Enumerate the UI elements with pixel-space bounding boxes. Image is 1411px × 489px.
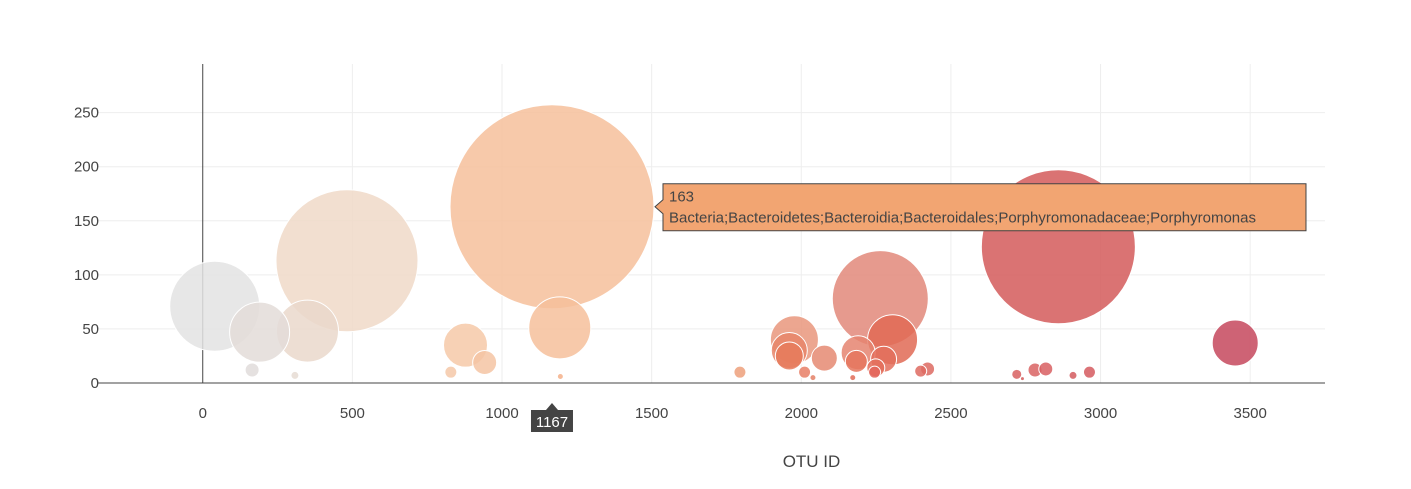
bubble-point[interactable] xyxy=(914,364,928,378)
spike-value: 1167 xyxy=(536,414,568,431)
bubble-point[interactable] xyxy=(444,365,458,379)
bubble-point[interactable] xyxy=(844,349,868,373)
bubble-point[interactable] xyxy=(449,104,655,310)
y-tick-label: 100 xyxy=(74,267,99,284)
bubble-point[interactable] xyxy=(290,370,300,380)
y-tick-label: 250 xyxy=(74,105,99,122)
x-tick-label: 1000 xyxy=(485,405,518,422)
bubble-point[interactable] xyxy=(798,365,812,379)
bubble-point[interactable] xyxy=(809,374,817,382)
hover-value: 163 xyxy=(669,189,694,206)
bubble-point[interactable] xyxy=(244,362,260,378)
bubble-point[interactable] xyxy=(1082,365,1096,379)
x-tick-label: 500 xyxy=(340,405,365,422)
bubble-point[interactable] xyxy=(1011,368,1023,380)
x-spike-label: 1167 xyxy=(530,403,573,432)
bubble-point[interactable] xyxy=(528,296,592,360)
hover-box xyxy=(654,183,1307,232)
x-tick-label: 0 xyxy=(199,405,207,422)
x-tick-label: 3500 xyxy=(1233,405,1266,422)
y-tick-label: 0 xyxy=(91,375,99,392)
bubble-point[interactable] xyxy=(556,373,564,381)
bubble-point[interactable] xyxy=(733,365,747,379)
x-tick-label: 3000 xyxy=(1084,405,1117,422)
bubble-point[interactable] xyxy=(229,301,291,363)
bubble-point[interactable] xyxy=(1068,370,1078,380)
bubble-point[interactable] xyxy=(275,189,419,333)
bubble-point[interactable] xyxy=(472,349,498,375)
y-tick-label: 50 xyxy=(82,321,99,338)
x-tick-label: 1500 xyxy=(635,405,668,422)
bubble-point[interactable] xyxy=(1211,319,1259,367)
bubble-point[interactable] xyxy=(849,374,857,382)
bubble-point[interactable] xyxy=(1038,361,1054,377)
y-tick-label: 150 xyxy=(74,213,99,230)
bubble-point[interactable] xyxy=(774,341,804,371)
bubbles-layer[interactable] xyxy=(169,104,1259,382)
bubble-point[interactable] xyxy=(868,365,882,379)
x-tick-label: 2500 xyxy=(934,405,967,422)
tick-labels: 0 500 1000 1500 2000 2500 3000 3500 0 50 100 150 200… xyxy=(74,105,1267,422)
spike-box xyxy=(530,403,573,432)
y-tick-label: 200 xyxy=(74,159,99,176)
bubble-point[interactable] xyxy=(810,344,838,372)
bubble-point[interactable] xyxy=(1019,376,1025,382)
hover-label: Bacteria;Bacteroidetes;Bacteroidia;Bacte… xyxy=(669,210,1256,227)
x-tick-label: 2000 xyxy=(785,405,818,422)
x-axis-title: OTU ID xyxy=(783,452,841,471)
hover-tooltip: 163 Bacteria;Bacteroidetes;Bacteroidia;Ba… xyxy=(654,183,1307,232)
